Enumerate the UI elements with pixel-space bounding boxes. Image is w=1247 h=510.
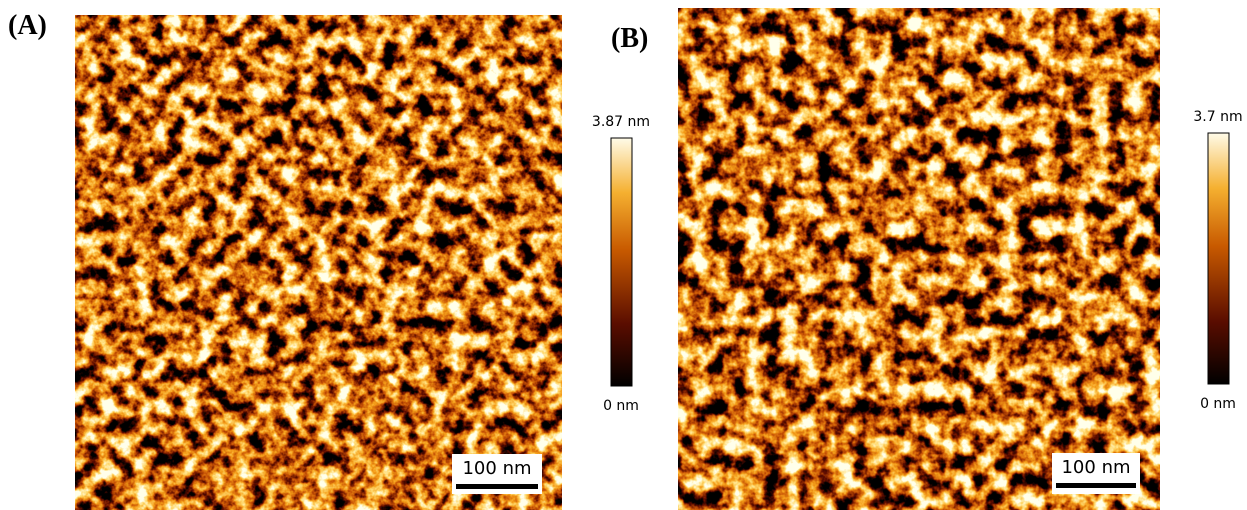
scale-bar: 100 nm: [452, 454, 542, 494]
scale-bar-label: 100 nm: [462, 458, 531, 479]
colorbar-min: 0 nm: [603, 398, 639, 414]
colorbar: [611, 138, 632, 386]
colorbar-max: 3.7 nm: [1193, 109, 1242, 125]
panel-label: (A): [8, 10, 47, 41]
scale-bar-label: 100 nm: [1061, 457, 1130, 478]
colorbar: [1208, 133, 1229, 384]
panel-label: (B): [611, 23, 648, 54]
colorbar-max: 3.87 nm: [592, 114, 650, 130]
scale-bar: 100 nm: [1052, 453, 1140, 494]
colorbar-min: 0 nm: [1200, 396, 1236, 412]
afm-image: [75, 15, 562, 510]
figure: (A) 100 nm 3.87 nm 0 nm (B) 100 nm 3.7 n…: [0, 0, 1247, 510]
afm-image: [678, 8, 1160, 510]
